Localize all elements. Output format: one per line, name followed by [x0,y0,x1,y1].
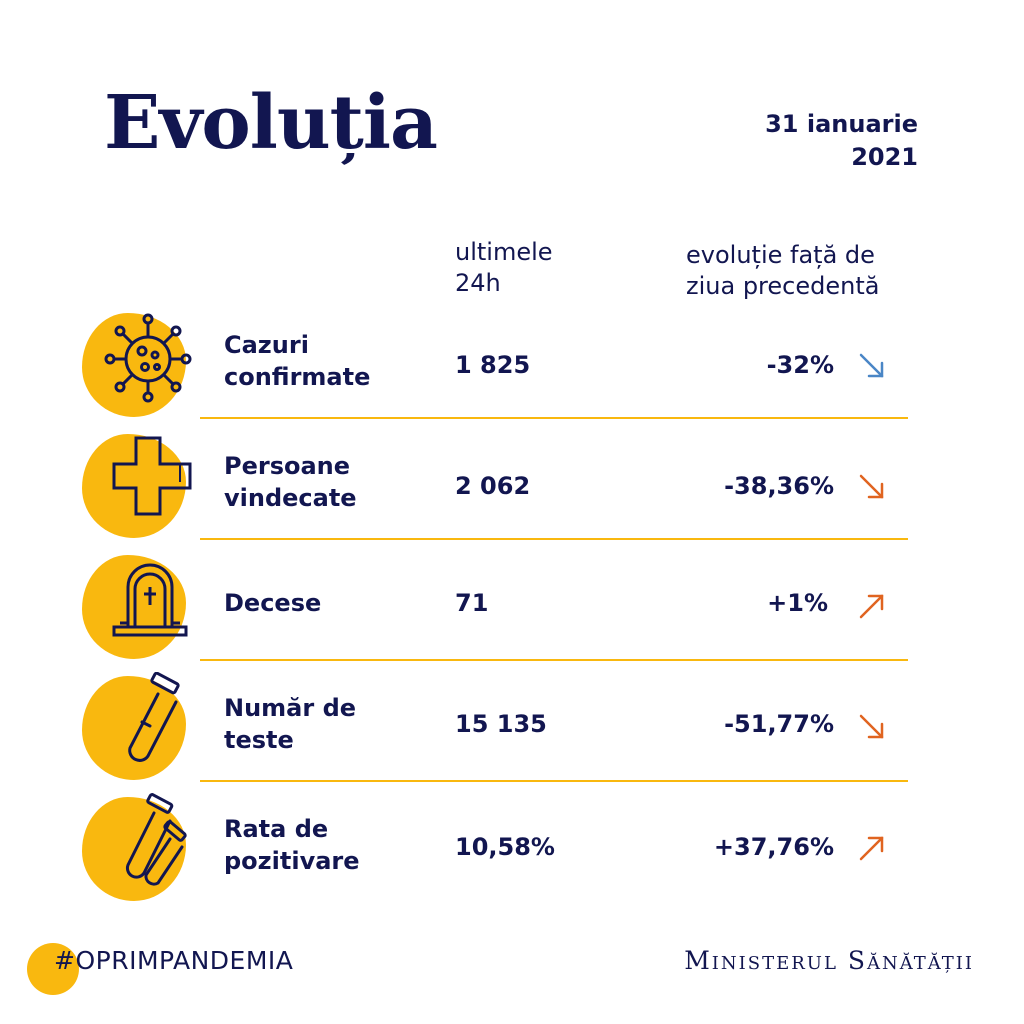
test-tubes-icon [125,793,187,886]
icon-badge [82,797,186,901]
column-header-last-24h: ultimele 24h [455,237,595,299]
stat-label-line1: Rata de [224,815,329,843]
column-header-last-24h-line2: 24h [455,269,501,297]
stat-change: -32% [766,351,834,379]
column-header-evolution-line1: evoluție față de [686,241,875,269]
trend-down-arrow-icon [859,353,884,378]
trend-up-arrow-icon [859,594,884,619]
stat-label-line1: Cazuri [224,331,309,359]
stat-label-line2: teste [224,726,294,754]
stat-label-line1: Persoane [224,452,351,480]
stat-label: Persoane vindecate [224,450,357,514]
row-divider [200,417,908,419]
row-divider [200,780,908,782]
icon-badge [82,676,186,780]
stat-row-deaths: Decese 71 +1% [0,547,1024,668]
stat-label-line1: Decese [224,589,322,617]
stat-value: 71 [455,589,489,617]
row-divider [200,538,908,540]
stat-label: Cazuri confirmate [224,329,370,393]
stat-row-recovered: Persoane vindecate 2 062 -38,36% [0,426,1024,547]
campaign-hashtag: #OPRIMPANDEMIA [54,946,294,975]
trend-down-arrow-icon [859,714,884,739]
stat-label-line2: pozitivare [224,847,360,875]
icon-badge [82,434,186,538]
page-title: Evoluția [104,80,438,166]
medical-cross-icon [112,436,192,516]
tombstone-icon [112,563,188,637]
trend-up-arrow-icon [859,836,884,861]
column-header-evolution: evoluție față de ziua precedentă [686,240,926,302]
column-header-last-24h-line1: ultimele [455,238,553,266]
report-date: 31 ianuarie 2021 [765,108,918,174]
stat-label-line2: confirmate [224,363,371,391]
virus-icon [104,313,192,403]
stat-change: -51,77% [724,710,834,738]
hashtag-dot [27,943,79,995]
column-header-evolution-line2: ziua precedentă [686,272,880,300]
stat-label: Rata de pozitivare [224,813,360,877]
test-tube-icon [128,672,180,762]
stat-value: 15 135 [455,710,547,738]
stat-label-line2: vindecate [224,484,357,512]
stat-change: -38,36% [724,472,834,500]
trend-down-arrow-icon [859,474,884,499]
row-divider [200,659,908,661]
date-year: 2021 [851,143,918,171]
stat-row-confirmed-cases: Cazuri confirmate 1 825 -32% [0,305,1024,426]
stat-change: +37,76% [713,833,834,861]
stat-label: Număr de teste [224,692,356,756]
stat-row-positivity-rate: Rata de pozitivare 10,58% +37,76% [0,789,1024,910]
stat-label-line1: Număr de [224,694,357,722]
ministry-logo-text: Ministerul Sănătății [684,946,974,975]
stat-value: 10,58% [455,833,555,861]
stat-value: 1 825 [455,351,531,379]
date-day-month: 31 ianuarie [765,110,918,138]
stat-row-tests: Număr de teste 15 135 -51,77% [0,668,1024,789]
stat-value: 2 062 [455,472,531,500]
stat-change: +1% [767,589,828,617]
stat-label: Decese [224,587,321,619]
